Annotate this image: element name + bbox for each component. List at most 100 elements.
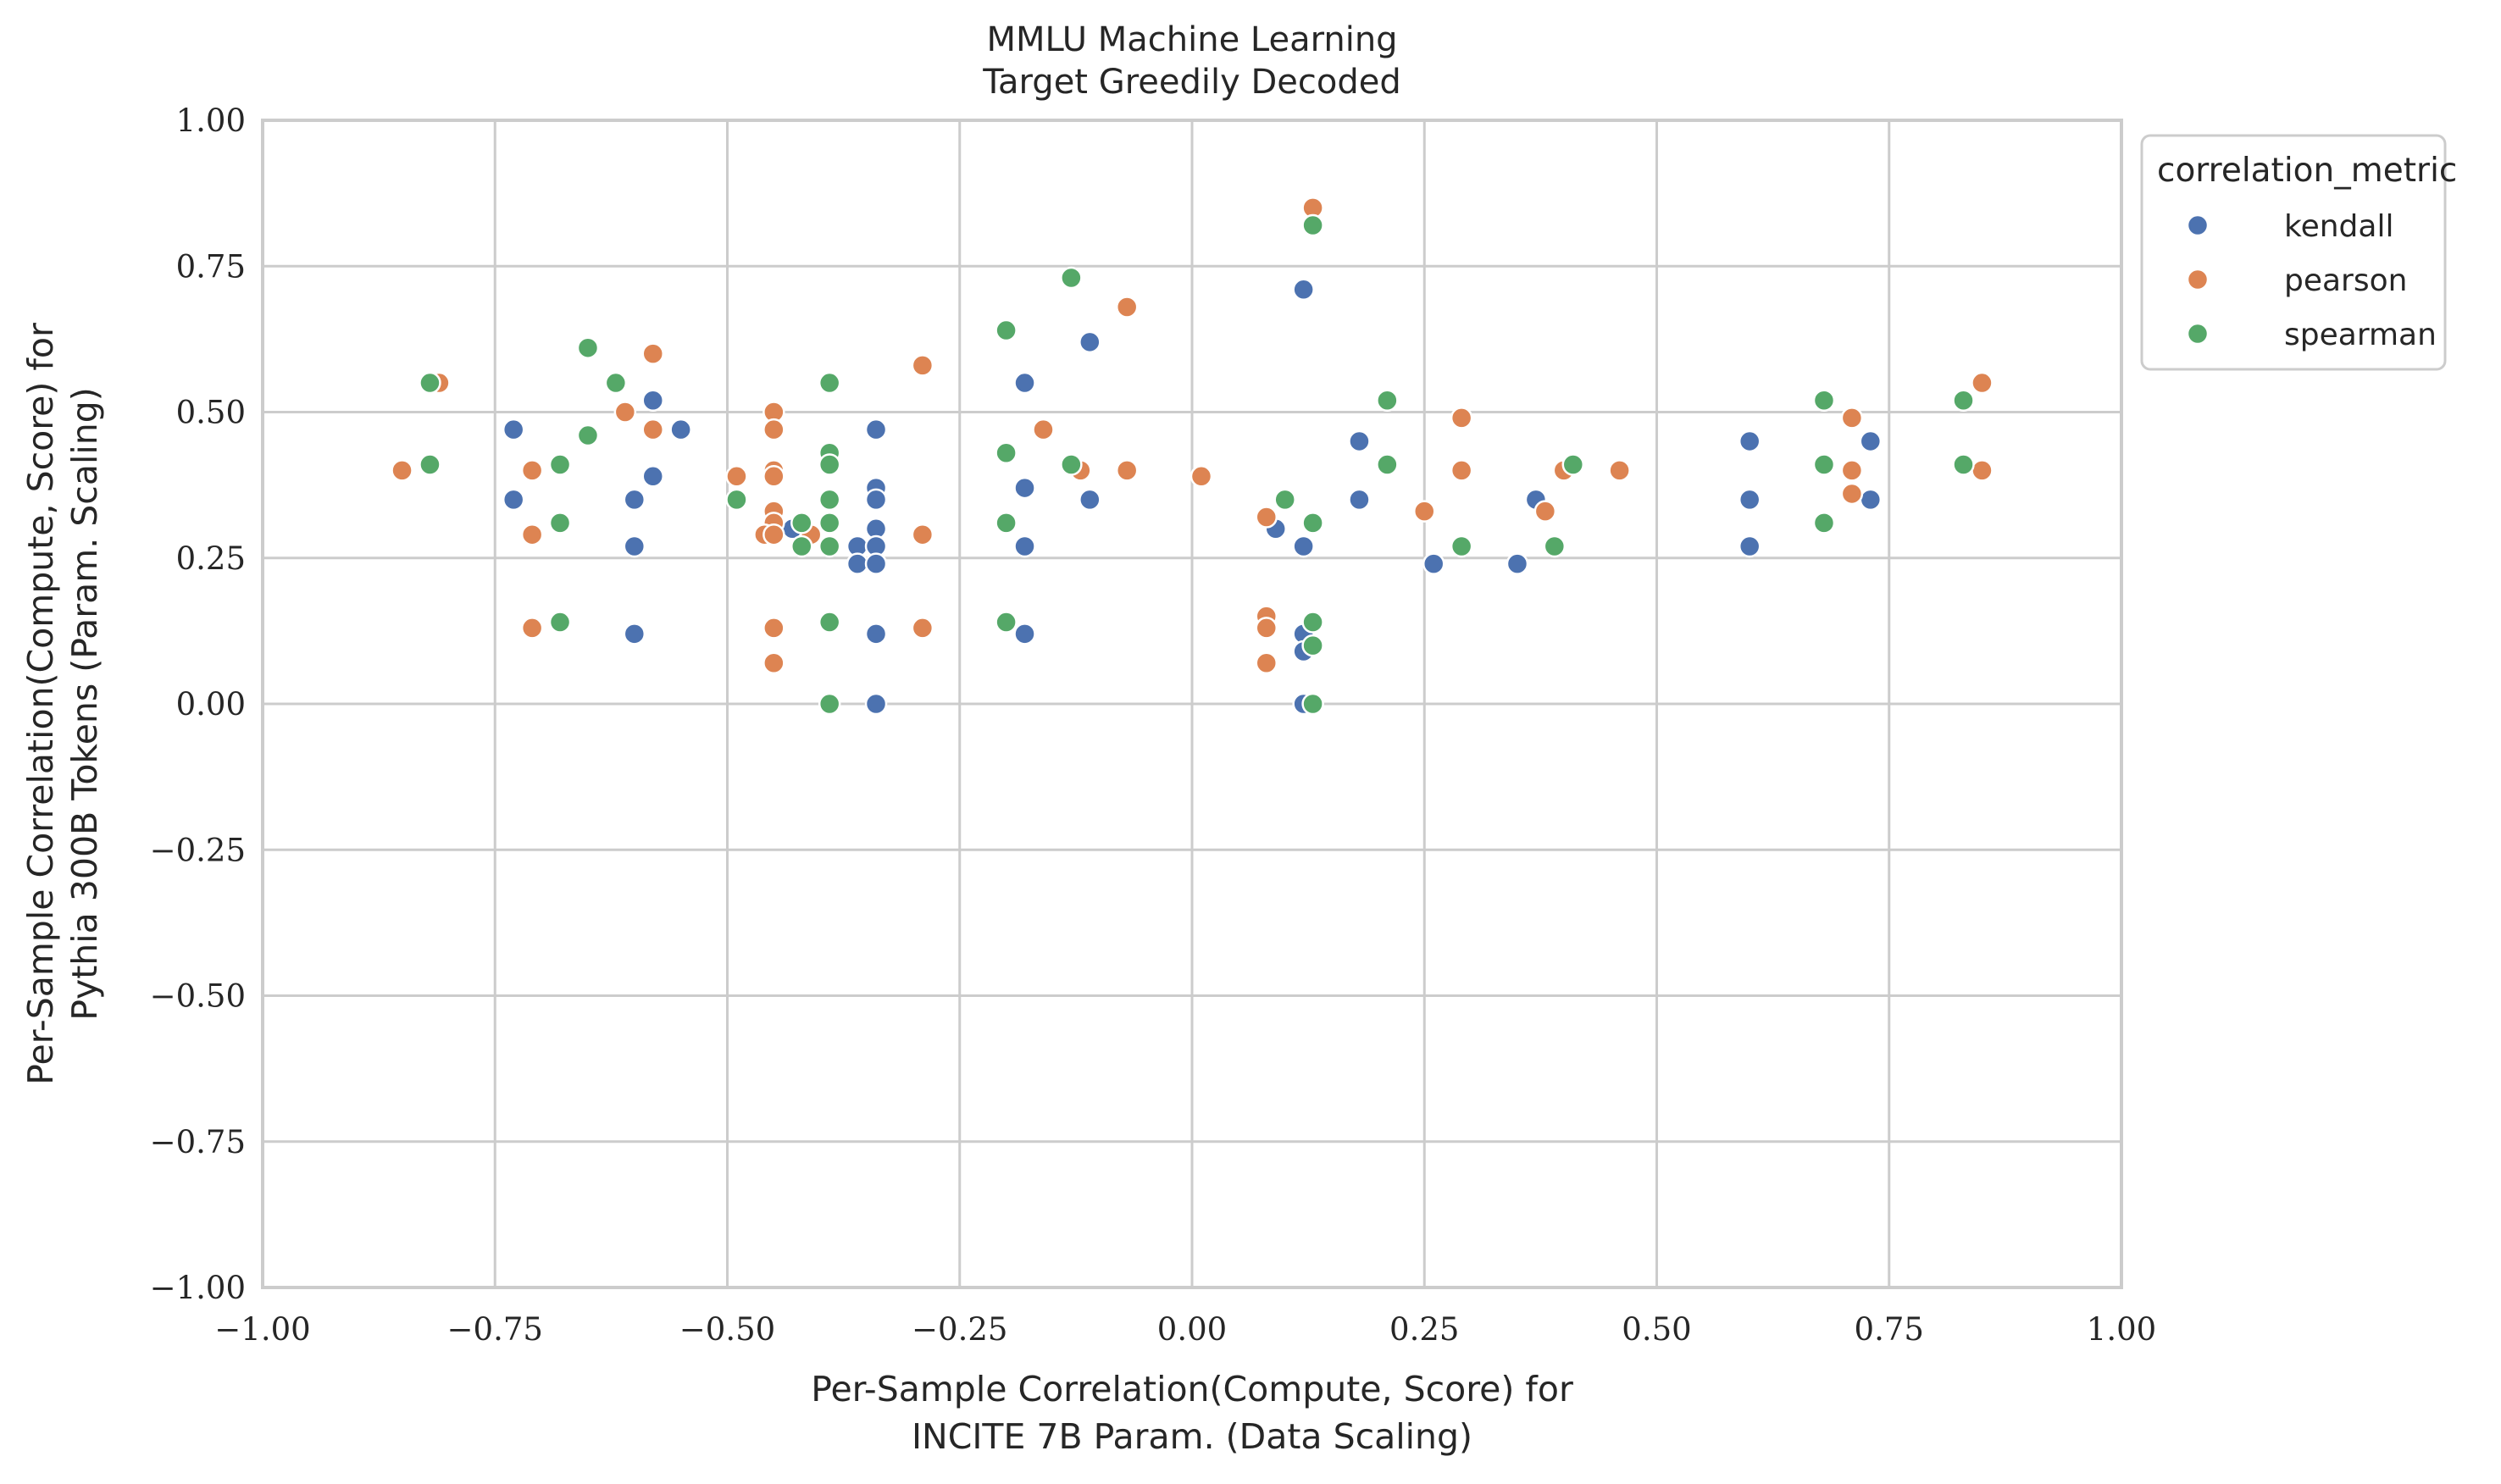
data-point-kendall <box>864 692 888 716</box>
data-point-kendall <box>1013 623 1036 645</box>
data-point-spearman <box>1812 389 1836 412</box>
data-point-kendall <box>669 418 692 441</box>
data-point-pearson <box>641 342 664 365</box>
y-tick-label: −0.50 <box>150 978 246 1015</box>
data-point-spearman <box>1561 453 1585 476</box>
data-point-kendall <box>864 418 888 441</box>
data-point-spearman <box>1812 453 1836 476</box>
data-point-kendall <box>864 623 888 645</box>
legend-items: kendall pearson spearman <box>2186 209 2437 352</box>
data-point-spearman <box>818 453 841 476</box>
data-point-spearman <box>818 534 841 558</box>
chart-title-line-2: Target Greedily Decoded <box>982 63 1401 102</box>
legend-marker-spearman <box>2186 322 2210 346</box>
data-point-pearson <box>1115 459 1139 482</box>
data-point-kendall <box>864 488 888 512</box>
legend-label-kendall: kendall <box>2284 209 2393 244</box>
data-point-kendall <box>623 623 646 645</box>
data-point-kendall <box>1738 429 1761 453</box>
data-point-spearman <box>1952 389 1975 412</box>
x-tick-label: 0.50 <box>1622 1311 1691 1348</box>
data-point-pearson <box>613 401 637 424</box>
y-axis-label-line-2: Pythia 300B Tokens (Param. Scaling) <box>64 387 105 1021</box>
data-point-pearson <box>1190 465 1213 488</box>
plot-frame <box>261 119 2123 1289</box>
data-point-pearson <box>391 459 413 482</box>
data-point-pearson <box>762 418 785 441</box>
data-point-spearman <box>576 336 600 359</box>
y-tick-label: −0.75 <box>150 1124 246 1160</box>
data-point-spearman <box>790 512 813 534</box>
data-point-spearman <box>725 488 748 512</box>
data-point-kendall <box>1348 488 1371 512</box>
data-point-spearman <box>995 512 1018 534</box>
data-point-pearson <box>762 465 785 488</box>
data-point-pearson <box>1450 459 1473 482</box>
data-point-spearman <box>1060 266 1083 290</box>
data-point-spearman <box>604 371 628 395</box>
data-point-kendall <box>1079 330 1101 354</box>
data-point-pearson <box>1032 418 1055 441</box>
data-point-pearson <box>762 651 785 675</box>
data-point-kendall <box>1348 429 1371 453</box>
data-point-spearman <box>995 611 1018 634</box>
data-point-pearson <box>1255 651 1278 675</box>
data-point-kendall <box>641 465 664 488</box>
data-point-spearman <box>576 424 600 447</box>
data-point-kendall <box>1506 552 1529 575</box>
x-axis-label: Per-Sample Correlation(Compute, Score) f… <box>811 1369 1573 1457</box>
data-point-spearman <box>995 441 1018 464</box>
data-point-pearson <box>520 523 544 546</box>
y-axis-label: Per-Sample Correlation(Compute, Score) f… <box>20 323 105 1085</box>
data-point-pearson <box>1971 371 1994 395</box>
data-point-kendall <box>1079 488 1101 512</box>
legend-marker-kendall <box>2186 213 2210 237</box>
data-point-spearman <box>1376 389 1399 412</box>
y-tick-label: 0.50 <box>176 395 246 431</box>
data-point-kendall <box>1738 488 1761 512</box>
y-tick-label: 0.00 <box>176 686 246 723</box>
data-point-kendall <box>502 418 525 441</box>
legend: correlation_metric kendall pearson spearma… <box>2140 134 2457 371</box>
data-point-kendall <box>623 488 646 512</box>
data-point-spearman <box>548 512 572 534</box>
data-point-spearman <box>1301 512 1324 534</box>
data-point-kendall <box>502 488 525 512</box>
x-tick-label: 0.25 <box>1389 1311 1459 1348</box>
chart-title: MMLU Machine Learning Target Greedily De… <box>982 20 1401 102</box>
x-axis-label-line-1: Per-Sample Correlation(Compute, Score) f… <box>811 1369 1573 1409</box>
y-tick-label: 0.25 <box>176 540 246 577</box>
data-point-kendall <box>1292 278 1315 302</box>
data-point-pearson <box>1450 407 1473 429</box>
data-point-kendall <box>1738 534 1761 558</box>
x-tick-label: 1.00 <box>2087 1311 2156 1348</box>
x-axis-ticks: −1.00 −0.75 −0.50 −0.25 0.00 0.25 0.50 0.75 1.00 <box>214 1311 2156 1348</box>
y-tick-label: −0.25 <box>150 832 246 868</box>
y-tick-label: 0.75 <box>176 248 246 285</box>
data-point-pearson <box>1413 500 1436 523</box>
data-point-spearman <box>419 453 441 476</box>
data-point-kendall <box>1013 476 1036 500</box>
data-point-kendall <box>623 534 646 558</box>
x-tick-label: −1.00 <box>214 1311 310 1348</box>
data-points <box>391 197 1994 716</box>
y-tick-label: −1.00 <box>150 1270 246 1306</box>
y-tick-label: 1.00 <box>176 102 246 139</box>
data-point-pearson <box>911 354 934 377</box>
data-point-kendall <box>1013 534 1036 558</box>
legend-label-spearman: spearman <box>2284 318 2437 352</box>
legend-label-pearson: pearson <box>2284 263 2407 298</box>
data-point-pearson <box>1971 459 1994 482</box>
x-tick-label: −0.50 <box>679 1311 775 1348</box>
data-point-pearson <box>1255 617 1278 640</box>
legend-title: correlation_metric <box>2157 152 2457 190</box>
data-point-spearman <box>818 611 841 634</box>
data-point-pearson <box>1533 500 1557 523</box>
data-point-kendall <box>1422 552 1445 575</box>
chart-title-line-1: MMLU Machine Learning <box>986 20 1397 59</box>
data-point-spearman <box>548 453 572 476</box>
data-point-pearson <box>641 418 664 441</box>
data-point-pearson <box>1840 482 1864 506</box>
